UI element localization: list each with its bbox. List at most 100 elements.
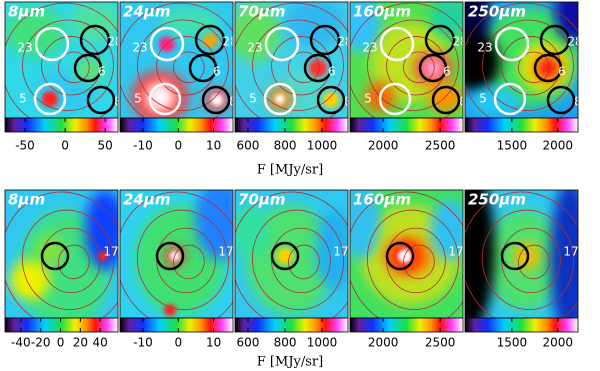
aperture bbox=[494, 26, 530, 62]
aperture-label: 8 bbox=[229, 95, 237, 109]
map-panel: 23 28 6 5 8 bbox=[5, 2, 122, 118]
contour bbox=[21, 209, 114, 311]
aperture-label: 6 bbox=[443, 65, 451, 79]
map-panel: 17 bbox=[350, 190, 463, 318]
contour bbox=[137, 19, 229, 111]
axis-label: F [MJy/sr] bbox=[257, 355, 323, 370]
aperture-label: 17 bbox=[218, 245, 233, 259]
colorbar bbox=[4, 117, 119, 133]
aperture bbox=[201, 85, 231, 115]
panel-label: 250μm bbox=[468, 3, 526, 21]
contour bbox=[5, 2, 118, 118]
panel-label: 160μm bbox=[353, 191, 411, 209]
aperture bbox=[34, 26, 70, 62]
map-blob bbox=[164, 304, 176, 316]
colorbar-tick-label: 1000 bbox=[307, 139, 338, 153]
map-panel: 17 bbox=[120, 190, 233, 318]
map-blob bbox=[5, 7, 65, 57]
map-blob bbox=[430, 200, 463, 260]
map-panel: 17 bbox=[5, 190, 118, 318]
contour bbox=[403, 244, 435, 280]
aperture bbox=[424, 24, 456, 56]
map-blob bbox=[350, 190, 380, 260]
map-panel: 17 bbox=[235, 190, 348, 318]
aperture bbox=[533, 53, 563, 83]
aperture-label: 28 bbox=[107, 35, 122, 49]
panel-label: 250μm bbox=[468, 191, 526, 209]
map-blob bbox=[315, 210, 348, 290]
contour bbox=[482, 19, 574, 111]
contour bbox=[350, 2, 463, 118]
contour bbox=[235, 2, 348, 118]
colorbar-tick-label: 600 bbox=[237, 336, 260, 350]
aperture-label: 17 bbox=[563, 245, 578, 259]
colorbar-tick-label: 800 bbox=[274, 139, 297, 153]
map-blob bbox=[555, 2, 578, 42]
colorbar bbox=[464, 117, 579, 133]
colorbar-tick-label: 0 bbox=[57, 336, 65, 350]
contour bbox=[136, 209, 229, 311]
contour bbox=[58, 244, 90, 280]
colorbar-tick-label: -50 bbox=[15, 139, 35, 153]
contour bbox=[367, 19, 459, 111]
aperture bbox=[194, 24, 226, 56]
map-blob bbox=[85, 190, 118, 270]
map-panel: 23 28 6 5 8 bbox=[350, 2, 467, 118]
panel-label: 8μm bbox=[8, 191, 45, 209]
aperture bbox=[79, 24, 111, 56]
map-panel: 23 28 6 5 8 bbox=[120, 2, 237, 118]
colorbar-tick-label: 0 bbox=[174, 139, 182, 153]
colorbar-tick-label: 1500 bbox=[497, 139, 528, 153]
colorbar bbox=[119, 117, 234, 133]
contour bbox=[173, 51, 205, 84]
colorbar-tick-label: -20 bbox=[31, 336, 51, 350]
map-blob bbox=[309, 59, 327, 77]
aperture-label: 8 bbox=[344, 95, 352, 109]
colorbar bbox=[234, 117, 349, 133]
contour bbox=[366, 209, 459, 311]
aperture-label: 6 bbox=[213, 65, 221, 79]
contour bbox=[288, 51, 320, 84]
aperture-label: 8 bbox=[459, 95, 467, 109]
colorbar bbox=[349, 317, 464, 333]
aperture-label: 5 bbox=[364, 92, 372, 106]
aperture-label: 28 bbox=[452, 35, 467, 49]
aperture-label: 6 bbox=[558, 65, 566, 79]
aperture-label: 8 bbox=[114, 95, 122, 109]
aperture bbox=[303, 53, 333, 83]
contour bbox=[481, 209, 574, 311]
contour bbox=[465, 2, 578, 118]
aperture-label: 23 bbox=[17, 41, 32, 55]
map-blob bbox=[275, 94, 285, 104]
contour bbox=[5, 191, 118, 318]
aperture-label: 5 bbox=[134, 92, 142, 106]
map-blob bbox=[35, 235, 65, 265]
map-panel: 17 bbox=[465, 190, 578, 318]
colorbar-tick-label: 600 bbox=[237, 139, 260, 153]
map-blob bbox=[235, 2, 280, 62]
map-blob bbox=[10, 260, 50, 300]
aperture-label: 5 bbox=[249, 92, 257, 106]
colorbar-tick-label: 0 bbox=[174, 336, 182, 350]
colorbar-tick-label: 1500 bbox=[497, 336, 528, 350]
map-blob bbox=[277, 248, 293, 264]
aperture-label: 28 bbox=[222, 35, 237, 49]
map-panel: 23 28 6 5 8 bbox=[465, 2, 578, 118]
aperture-label: 17 bbox=[103, 245, 118, 259]
aperture bbox=[431, 85, 461, 115]
colorbar-tick-label: 10 bbox=[206, 139, 221, 153]
colorbar-tick-label: -10 bbox=[133, 139, 153, 153]
aperture-label: 23 bbox=[247, 41, 262, 55]
colorbar bbox=[464, 317, 579, 333]
contour bbox=[403, 51, 435, 84]
contour bbox=[173, 244, 205, 280]
map-blob bbox=[550, 190, 578, 318]
colorbar-tick-label: 20 bbox=[73, 336, 88, 350]
aperture bbox=[270, 241, 300, 271]
contour bbox=[518, 244, 550, 280]
aperture bbox=[188, 53, 218, 83]
map-blob bbox=[423, 58, 443, 78]
aperture bbox=[86, 85, 116, 115]
aperture bbox=[40, 241, 70, 271]
aperture bbox=[148, 82, 182, 116]
